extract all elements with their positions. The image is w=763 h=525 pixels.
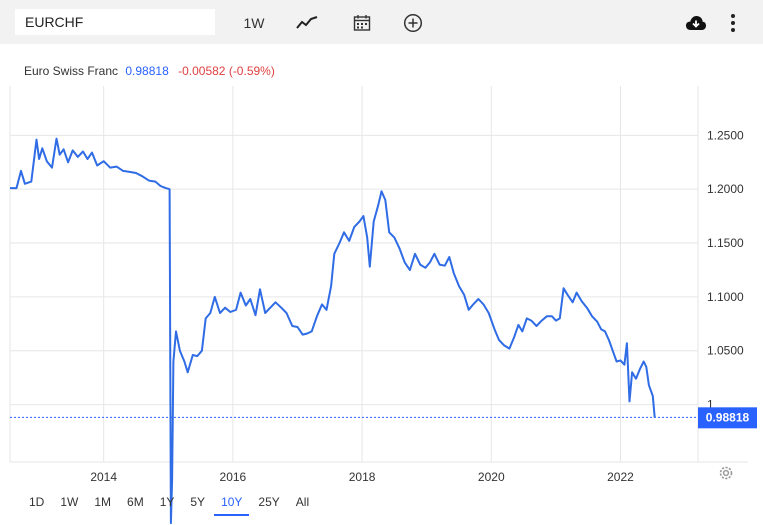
y-tick-label: 1.0500 — [707, 344, 744, 358]
chart-legend: Euro Swiss Franc 0.98818 -0.00582 (-0.59… — [24, 64, 275, 78]
symbol-search-input[interactable]: EURCHF — [15, 9, 215, 35]
y-tick-label: 1.2500 — [707, 128, 744, 142]
y-tick-label: 1.1500 — [707, 236, 744, 250]
last-price-tag: 0.98818 — [698, 407, 757, 429]
plus-circle-icon — [403, 13, 423, 33]
x-tick-label: 2020 — [478, 470, 505, 484]
last-price-tag-label: 0.98818 — [706, 410, 750, 424]
range-1m-button[interactable]: 1M — [94, 495, 112, 509]
range-1w-button[interactable]: 1W — [60, 495, 79, 509]
range-10y-button[interactable]: 10Y — [214, 494, 250, 516]
more-options-button[interactable] — [722, 9, 744, 37]
y-tick-label: 1.2000 — [707, 182, 744, 196]
cloud-download-icon — [686, 16, 706, 30]
x-tick-label: 2014 — [90, 470, 117, 484]
price-series-line — [10, 137, 656, 525]
more-vertical-icon — [731, 14, 735, 32]
range-5y-button[interactable]: 5Y — [190, 495, 206, 509]
price-change: -0.00582 (-0.59%) — [178, 64, 275, 78]
instrument-name: Euro Swiss Franc — [24, 64, 119, 78]
download-button[interactable] — [681, 9, 711, 37]
date-range-button[interactable] — [347, 9, 377, 37]
calendar-icon — [353, 15, 371, 31]
settings-icon[interactable] — [719, 466, 733, 480]
range-25y-button[interactable]: 25Y — [258, 495, 280, 509]
range-all-button[interactable]: All — [295, 495, 310, 509]
x-tick-label: 2018 — [349, 470, 376, 484]
y-tick-label: 1.1000 — [707, 290, 744, 304]
range-6m-button[interactable]: 6M — [127, 495, 144, 509]
x-tick-label: 2016 — [220, 470, 247, 484]
interval-button[interactable]: 1W — [236, 9, 272, 37]
line-chart-icon — [296, 16, 318, 29]
add-comparison-button[interactable] — [398, 9, 428, 37]
y-tick-label: 1 — [707, 398, 714, 412]
x-tick-label: 2022 — [607, 470, 634, 484]
interval-label: 1W — [243, 15, 265, 31]
range-1d-button[interactable]: 1D — [29, 495, 45, 509]
chart-type-button[interactable] — [292, 9, 322, 37]
range-1y-button[interactable]: 1Y — [159, 495, 175, 509]
last-price: 0.98818 — [125, 64, 169, 78]
chart-panel — [10, 44, 758, 520]
range-selector: 1D 1W 1M 6M 1Y 5Y 10Y 25Y All — [22, 494, 318, 518]
